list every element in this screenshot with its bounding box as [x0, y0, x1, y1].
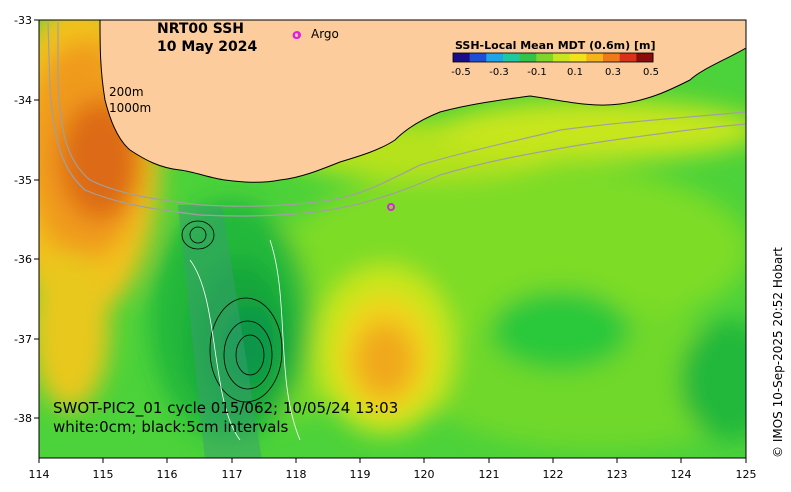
colorbar-swatch	[536, 53, 554, 62]
x-tick-label: 115	[93, 468, 114, 481]
colorbar-swatch	[603, 53, 621, 62]
x-tick-label: 121	[479, 468, 500, 481]
swot-contours-black	[181, 220, 283, 403]
colorbar-tick: -0.1	[527, 67, 547, 78]
map-title-line1: NRT00 SSH	[157, 21, 244, 37]
colorbar-swatch	[586, 53, 604, 62]
colorbar-swatch	[486, 53, 504, 62]
y-tick-label: -38	[14, 412, 32, 425]
y-axis: -33 -34 -35 -36 -37 -38	[14, 14, 39, 425]
colorbar-tick: -0.3	[489, 67, 509, 78]
x-tick-label: 124	[671, 468, 692, 481]
isobath-lines	[47, 21, 746, 217]
colorbar-swatch	[469, 53, 487, 62]
x-tick-label: 114	[29, 468, 50, 481]
colorbar-swatch	[619, 53, 637, 62]
credit-text: © IMOS 10-Sep-2025 20:52 Hobart	[771, 247, 785, 458]
colorbar-swatch	[636, 53, 654, 62]
colorbar-tick: 0.3	[605, 67, 621, 78]
colorbar-border	[452, 52, 654, 63]
x-tick-label: 118	[286, 468, 307, 481]
plot-frame	[38, 19, 747, 459]
colorbar-swatch	[519, 53, 537, 62]
argo-legend-marker	[293, 31, 301, 39]
isobath-label-200m: 200m	[109, 85, 144, 99]
x-tick-label: 122	[543, 468, 564, 481]
colorbar-swatch	[569, 53, 587, 62]
colorbar-title: SSH-Local Mean MDT (0.6m) [m]	[455, 39, 655, 52]
ssh-field	[39, 20, 746, 458]
x-tick-label: 117	[222, 468, 243, 481]
colorbar-swatch	[503, 53, 521, 62]
argo-legend-label: Argo	[311, 27, 339, 41]
x-tick-label: 119	[350, 468, 371, 481]
swot-annotation-line1: SWOT-PIC2_01 cycle 015/062; 10/05/24 13:…	[53, 399, 398, 418]
x-tick-label: 123	[607, 468, 628, 481]
swot-annotation-line2: white:0cm; black:5cm intervals	[53, 418, 289, 436]
colorbar: SSH-Local Mean MDT (0.6m) [m] -0.5 -0.3 …	[451, 39, 659, 78]
y-tick-label: -33	[14, 14, 32, 27]
isobath-label-1000m: 1000m	[109, 101, 151, 115]
x-tick-label: 116	[157, 468, 178, 481]
swot-contours-white	[189, 239, 301, 441]
y-tick-label: -37	[14, 333, 32, 346]
swot-swath	[178, 205, 262, 458]
colorbar-tick: 0.1	[567, 67, 583, 78]
colorbar-swatches	[452, 52, 654, 63]
y-tick-label: -36	[14, 253, 32, 266]
colorbar-tick: -0.5	[451, 67, 471, 78]
x-axis: 114 115 116 117 118 119 120 121 122 123 …	[29, 458, 757, 481]
argo-float-marker	[387, 203, 395, 211]
colorbar-swatch	[553, 53, 571, 62]
y-tick-label: -35	[14, 174, 32, 187]
colorbar-tick: 0.5	[643, 67, 659, 78]
colorbar-swatch	[453, 53, 471, 62]
argo-legend-symbol: o	[292, 28, 301, 43]
x-tick-label: 120	[414, 468, 435, 481]
y-tick-label: -34	[14, 94, 32, 107]
x-tick-label: 125	[736, 468, 757, 481]
map-title-line2: 10 May 2024	[157, 39, 258, 55]
